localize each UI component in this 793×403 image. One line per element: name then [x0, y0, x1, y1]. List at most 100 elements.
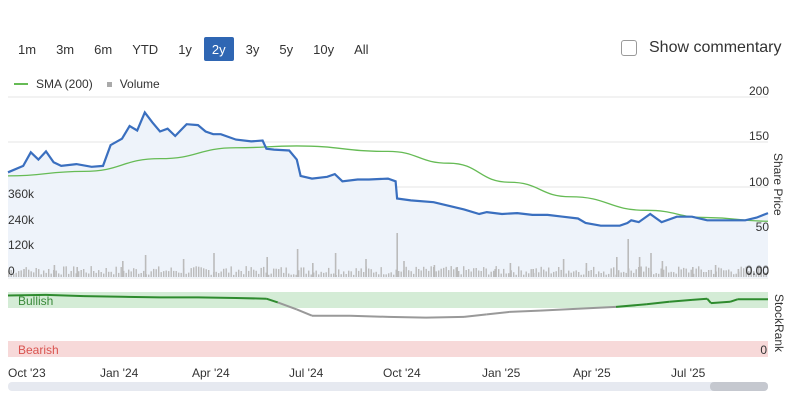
volume-bar [708, 270, 710, 277]
volume-spike [182, 259, 185, 277]
volume-bar [278, 269, 280, 277]
stockrank-segment [296, 308, 313, 317]
x-label-oct-23: Oct '23 [8, 366, 46, 380]
range-button-ytd[interactable]: YTD [124, 37, 166, 61]
volume-bar [200, 267, 202, 277]
volume-bar [660, 268, 662, 277]
volume-bar [318, 274, 320, 277]
volume-bar [630, 270, 632, 277]
volume-bar [203, 268, 205, 277]
volume-bar [428, 270, 430, 277]
price-tick-200: 200 [749, 84, 769, 98]
volume-spike [396, 233, 398, 277]
volume-bar [718, 267, 720, 277]
stockrank-segment [729, 298, 738, 303]
range-button-1y[interactable]: 1y [170, 37, 200, 61]
volume-bar [338, 269, 340, 277]
range-button-5y[interactable]: 5y [271, 37, 301, 61]
range-selector: 1m 3m 6m YTD 1y 2y 3y 5y 10y All [10, 37, 377, 61]
bullish-band [8, 292, 768, 308]
volume-bar [328, 267, 330, 277]
volume-bar [683, 267, 685, 277]
volume-bar [170, 267, 172, 277]
volume-bar [755, 274, 757, 277]
navigator-handle[interactable] [710, 382, 768, 391]
range-button-2y[interactable]: 2y [203, 37, 234, 61]
volume-bar [330, 273, 332, 277]
volume-bar [65, 266, 67, 277]
volume-bar [258, 273, 260, 277]
range-button-6m[interactable]: 6m [86, 37, 120, 61]
volume-bar [680, 269, 682, 277]
commentary-checkbox[interactable] [621, 40, 637, 56]
volume-bar [75, 273, 77, 277]
stockrank-segment [349, 314, 389, 318]
volume-tick-360k: 360k [8, 187, 35, 201]
volume-spike [509, 263, 512, 277]
range-button-3y[interactable]: 3y [238, 37, 268, 61]
volume-bar [600, 273, 602, 277]
volume-tick-240k: 240k [8, 213, 35, 227]
volume-bar [220, 271, 222, 277]
volume-bar [128, 269, 130, 277]
volume-bar [653, 274, 655, 277]
volume-bar [270, 273, 272, 277]
volume-bar [120, 267, 122, 277]
range-button-all[interactable]: All [346, 37, 376, 61]
volume-bar [733, 274, 735, 277]
volume-spike [627, 239, 629, 277]
volume-bar [43, 270, 45, 277]
volume-bar [383, 274, 385, 277]
x-label-jan-25: Jan '25 [482, 366, 521, 380]
volume-legend-label: Volume [119, 77, 160, 91]
range-button-1m[interactable]: 1m [10, 37, 44, 61]
volume-bar [165, 270, 167, 277]
volume-bar [523, 274, 525, 277]
volume-bar [175, 271, 177, 277]
volume-bar [343, 271, 345, 277]
volume-bar [15, 272, 17, 277]
volume-bar [553, 271, 555, 277]
range-button-10y[interactable]: 10y [305, 37, 342, 61]
volume-bar [420, 270, 422, 277]
stockrank-segment [266, 297, 279, 304]
volume-spike [760, 267, 762, 277]
volume-bar [488, 274, 490, 277]
volume-bar [685, 268, 687, 277]
volume-bar [125, 272, 127, 277]
volume-bar [313, 272, 315, 277]
volume-bar [473, 268, 475, 277]
volume-bar [458, 271, 460, 277]
stockrank-segment [706, 298, 712, 304]
navigator-track[interactable] [8, 382, 768, 391]
volume-bar [333, 273, 335, 277]
volume-bar [348, 270, 350, 277]
volume-bar [480, 271, 482, 277]
volume-bar [500, 273, 502, 277]
volume-bar [535, 268, 537, 277]
volume-bar [113, 274, 115, 277]
volume-bar [83, 269, 85, 277]
volume-spike [650, 253, 652, 277]
volume-spike [661, 261, 664, 277]
volume-bar [48, 269, 50, 277]
volume-right-tick: 0.00 [746, 264, 770, 278]
volume-spike [737, 269, 740, 277]
volume-bar [378, 274, 380, 277]
volume-bar [603, 271, 605, 277]
range-button-3m[interactable]: 3m [48, 37, 82, 61]
volume-bar [308, 270, 310, 277]
volume-bar [720, 268, 722, 277]
volume-bar [180, 272, 182, 277]
volume-spike [692, 267, 694, 277]
price-line [7, 110, 769, 227]
show-commentary-toggle[interactable]: Show commentary [621, 39, 782, 57]
volume-bar [750, 267, 752, 277]
volume-bar [643, 271, 645, 277]
volume-bar [208, 270, 210, 277]
stockrank-segment [425, 315, 465, 319]
volume-bar [548, 267, 550, 277]
stockrank-segment [277, 301, 298, 311]
volume-bars [8, 233, 767, 277]
